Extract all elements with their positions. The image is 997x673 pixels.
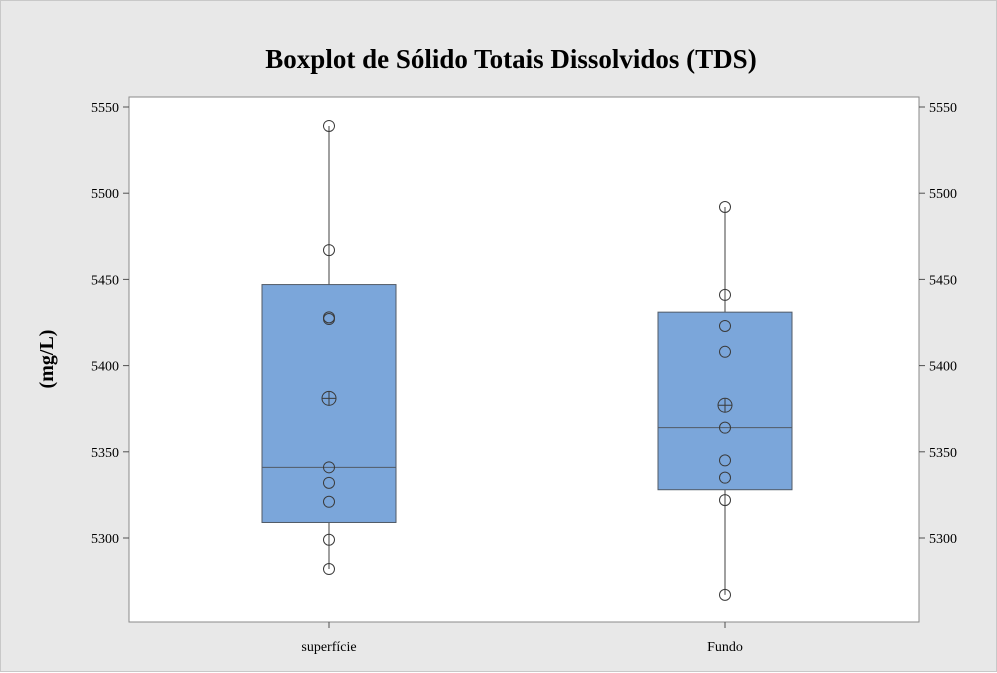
y-tick-label-left: 5450 — [91, 273, 119, 288]
chart-title: Boxplot de Sólido Totais Dissolvidos (TD… — [265, 44, 756, 74]
y-tick-label-left: 5350 — [91, 446, 119, 461]
data-point-fundo — [719, 471, 731, 484]
data-point-fundo — [719, 494, 731, 507]
y-tick-label-left: 5300 — [91, 532, 119, 547]
data-point-fundo — [719, 288, 731, 301]
y-tick-label-right: 5400 — [929, 360, 957, 375]
data-point-fundo — [719, 200, 731, 213]
data-point-fundo — [719, 421, 731, 434]
y-tick-label-left: 5500 — [91, 187, 119, 202]
chart-marks: 5300 5300 5350 5350 5400 5400 5450 5450 5500 5500… — [91, 101, 957, 655]
data-point-superficie — [323, 563, 335, 576]
y-tick-label-left: 5550 — [91, 101, 119, 116]
y-tick-label-right: 5300 — [929, 532, 957, 547]
y-tick-label-right: 5500 — [929, 187, 957, 202]
mean-marker-fundo — [717, 397, 733, 413]
data-point-fundo — [719, 588, 731, 601]
plot-area — [128, 96, 920, 623]
data-point-fundo — [719, 319, 731, 332]
y-tick-label-right: 5350 — [929, 446, 957, 461]
data-point-fundo — [719, 454, 731, 467]
data-point-superficie — [323, 495, 335, 508]
data-point-superficie — [323, 244, 335, 257]
x-tick-label-superficie: superfície — [301, 640, 356, 655]
data-point-superficie — [323, 313, 335, 326]
mean-marker-superficie — [321, 390, 337, 406]
data-point-superficie — [323, 461, 335, 474]
y-axis-label: (mg/L) — [36, 330, 58, 389]
y-tick-label-left: 5400 — [91, 360, 119, 375]
y-tick-label-right: 5450 — [929, 273, 957, 288]
y-tick-label-right: 5550 — [929, 101, 957, 116]
data-point-superficie — [323, 476, 335, 489]
data-point-fundo — [719, 345, 731, 358]
data-point-superficie — [323, 119, 335, 132]
x-tick-label-fundo: Fundo — [707, 640, 743, 655]
data-point-superficie — [323, 533, 335, 546]
